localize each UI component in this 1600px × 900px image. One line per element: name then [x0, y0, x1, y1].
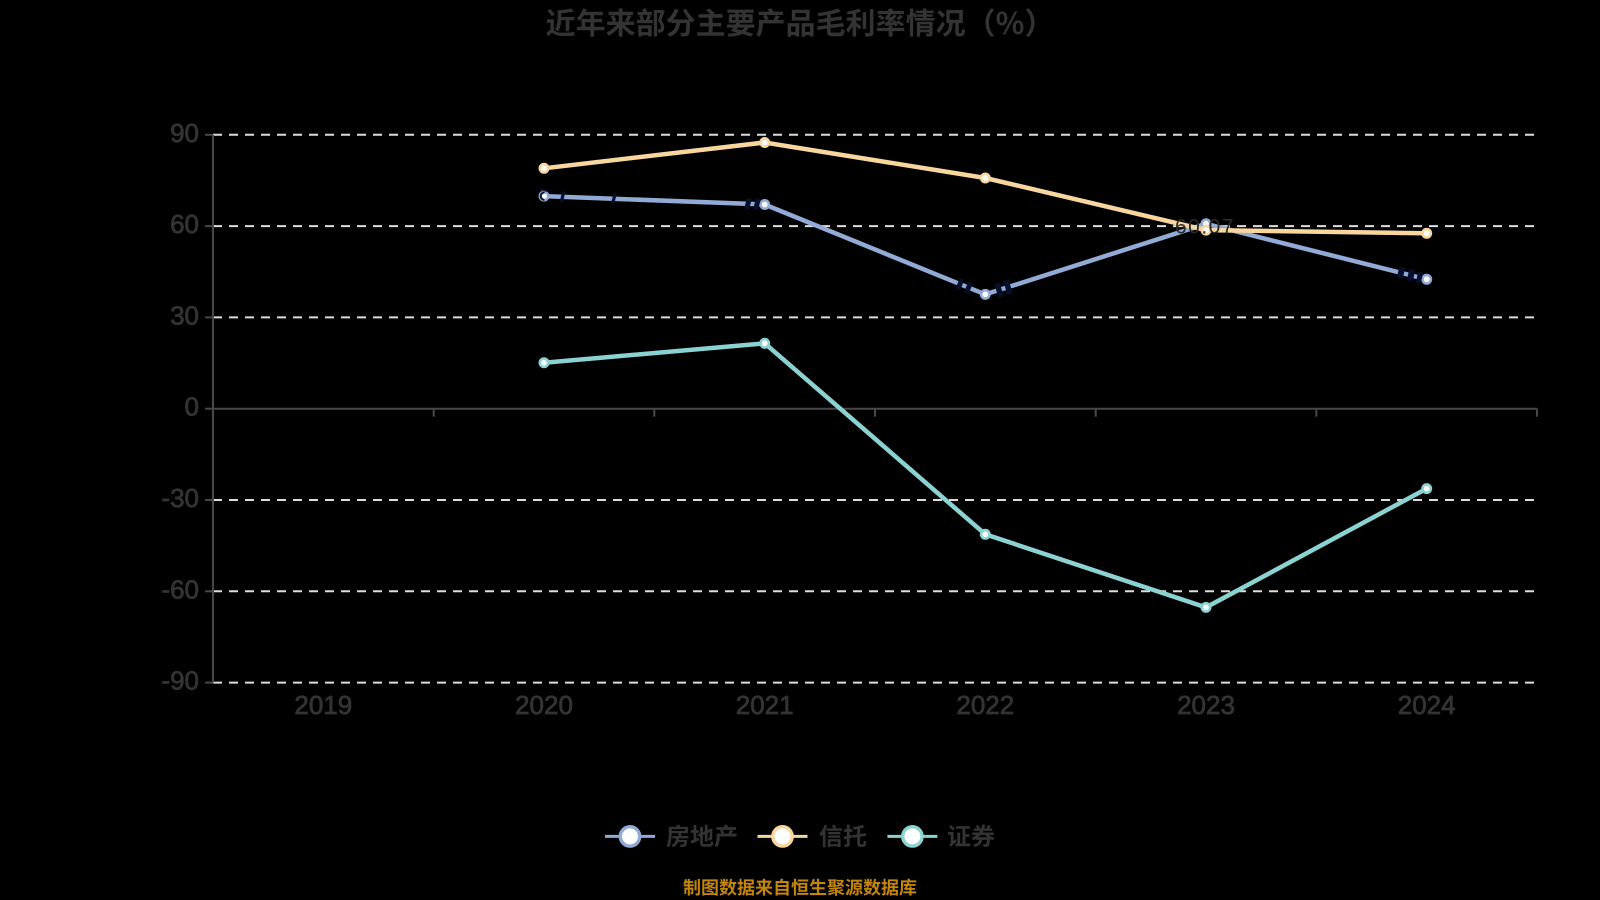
svg-text:60.07: 60.07	[1175, 216, 1235, 239]
svg-text:2022: 2022	[956, 690, 1014, 720]
svg-text:30: 30	[170, 300, 199, 330]
svg-text:0: 0	[185, 392, 199, 422]
svg-text:2020: 2020	[515, 690, 573, 720]
svg-text:-30: -30	[161, 483, 199, 513]
svg-text:2024: 2024	[1398, 690, 1456, 720]
svg-text:60: 60	[170, 209, 199, 239]
svg-text:2021: 2021	[736, 690, 794, 720]
svg-text:-90: -90	[161, 666, 199, 696]
svg-text:2019: 2019	[294, 690, 352, 720]
svg-text:90: 90	[170, 118, 199, 148]
svg-text:-60: -60	[161, 574, 199, 604]
svg-text:2023: 2023	[1177, 690, 1235, 720]
